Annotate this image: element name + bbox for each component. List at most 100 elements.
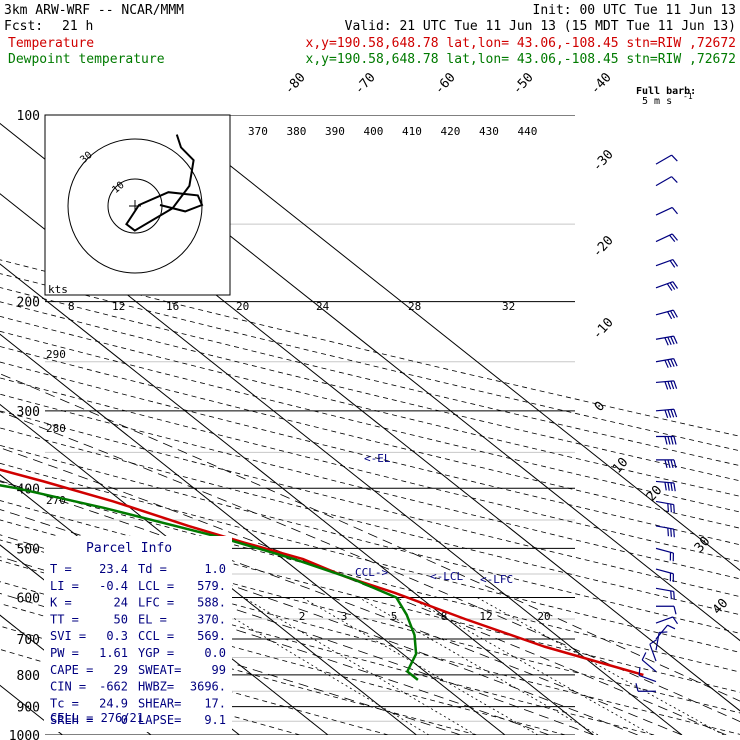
parcel-row-label-b: CCL = bbox=[138, 629, 174, 643]
wind-barb-flag bbox=[635, 683, 639, 692]
parcel-row-value-b: 569. bbox=[197, 629, 226, 643]
wind-barb bbox=[656, 435, 677, 445]
wind-barb bbox=[649, 639, 658, 662]
wind-barb-staff bbox=[655, 616, 674, 624]
parcel-row-value-a: 1.61 bbox=[99, 646, 128, 660]
speed-tick-12: 12 bbox=[112, 300, 125, 313]
parcel-row-label-a: TT = bbox=[50, 612, 79, 626]
wind-barb-staff bbox=[638, 674, 657, 683]
parcel-row-value-b: 3696. bbox=[190, 680, 226, 694]
theta-label-390: 390 bbox=[325, 125, 345, 138]
wind-barb-flag bbox=[659, 631, 668, 634]
wind-barb-flag bbox=[673, 380, 678, 389]
wind-barb-staff bbox=[649, 643, 657, 662]
wind-barb-flag bbox=[664, 459, 668, 469]
parcel-info-cell: CELL = 276/21 bbox=[50, 711, 144, 725]
barb-legend-title: Full barb: bbox=[636, 86, 696, 97]
hodograph-units: kts bbox=[48, 283, 68, 296]
isotherm-label--40: -40 bbox=[588, 70, 615, 97]
isotherm-label--70: -70 bbox=[352, 70, 379, 97]
hodograph-frame bbox=[44, 114, 231, 296]
isotherm-label-10: 10 bbox=[610, 455, 632, 477]
isotherm-50 bbox=[165, 115, 740, 571]
speed-tick-32: 32 bbox=[502, 300, 515, 313]
wind-barb-flag bbox=[673, 504, 675, 513]
wind-barb-staff bbox=[655, 176, 672, 187]
parcel-row-label-b: EL = bbox=[138, 612, 167, 626]
wind-barb bbox=[655, 176, 678, 187]
dry-adiabat-320 bbox=[0, 500, 740, 693]
theta-label-440: 440 bbox=[518, 125, 538, 138]
temperature-location: x,y=190.58,648.78 lat,lon= 43.06,-108.45… bbox=[306, 36, 736, 51]
dry-adiabat-440 bbox=[0, 301, 740, 482]
wind-barb-flag bbox=[670, 358, 675, 367]
speed-tick-8: 8 bbox=[68, 300, 75, 313]
dry-adiabat-280 bbox=[0, 581, 566, 735]
wind-barb bbox=[656, 459, 677, 469]
parcel-row-label-a: SVI = bbox=[50, 629, 86, 643]
parcel-row-label-a: LI = bbox=[50, 579, 79, 593]
parcel-row-value-b: 17. bbox=[204, 696, 226, 710]
wind-barb bbox=[655, 500, 675, 513]
dry-adiabat-340 bbox=[0, 462, 740, 653]
temperature-legend-label: Temperature bbox=[8, 36, 94, 51]
parcel-info-panel: Parcel Info CELL = 276/21 T = 23.4 Td = 1.0… bbox=[44, 536, 232, 732]
isotherm--40 bbox=[0, 614, 152, 735]
wind-barb bbox=[655, 525, 675, 538]
wind-barb bbox=[655, 616, 679, 625]
wind-barb-flag bbox=[669, 260, 676, 268]
wind-barb-flag bbox=[638, 667, 641, 676]
wind-barb bbox=[655, 587, 675, 600]
parcel-row-label-a: T = bbox=[50, 562, 72, 576]
moist-adiabat-20 bbox=[0, 480, 683, 735]
parcel-row-value-b: 588. bbox=[197, 596, 226, 610]
wind-barb-flag bbox=[673, 591, 675, 600]
wind-barb-flag bbox=[672, 573, 674, 582]
wind-barbs bbox=[635, 154, 679, 692]
wind-barb-flag bbox=[667, 527, 669, 537]
isotherm-label-0: 0 bbox=[592, 399, 608, 415]
parcel-row-value-a: 24.9 bbox=[99, 696, 128, 710]
wind-barb-flag bbox=[673, 459, 677, 469]
series-dewpoint bbox=[0, 484, 419, 681]
wind-barb-flag bbox=[669, 572, 672, 582]
theta-e-label-280: 280 bbox=[46, 422, 66, 435]
wind-barb bbox=[655, 258, 679, 268]
parcel-row-label-a: PW = bbox=[50, 646, 79, 660]
theta-label-370: 370 bbox=[248, 125, 268, 138]
wind-barb-flag bbox=[672, 616, 679, 625]
dry-adiabat-380 bbox=[0, 393, 740, 580]
pressure-label-1000: 1000 bbox=[9, 729, 40, 740]
moist-adiabat--5 bbox=[0, 592, 461, 735]
isotherm--10 bbox=[0, 403, 417, 735]
speed-tick-16: 16 bbox=[166, 300, 179, 313]
wind-barb-flag bbox=[667, 336, 672, 345]
parcel-row-value-a: 23.4 bbox=[99, 562, 128, 576]
theta-label-430: 430 bbox=[479, 125, 499, 138]
isotherm-20 bbox=[0, 193, 683, 735]
hodograph-speed-ticks: 8 12 16 20 24 28 32 bbox=[68, 300, 515, 313]
hodograph-line bbox=[125, 134, 204, 232]
wind-barb-flag bbox=[673, 409, 678, 418]
isotherm-0 bbox=[0, 333, 506, 735]
speed-tick-20: 20 bbox=[236, 300, 249, 313]
wind-barb-flag bbox=[670, 459, 674, 469]
wind-barb-flag bbox=[670, 528, 672, 537]
wind-barb-flag bbox=[664, 436, 668, 445]
wind-barb-staff bbox=[655, 309, 674, 316]
wind-barb-staff bbox=[655, 154, 672, 165]
wind-barb bbox=[638, 667, 657, 683]
isotherm-label-40: 40 bbox=[710, 596, 732, 618]
wind-barb bbox=[656, 605, 677, 615]
isotherm-10 bbox=[0, 263, 594, 735]
barb-legend-exponent: -1 bbox=[683, 92, 693, 101]
forecast-label: Fcst: bbox=[4, 19, 43, 34]
wind-barb bbox=[641, 652, 657, 672]
parcel-row-value-b: 99 bbox=[212, 663, 226, 677]
model-title: 3km ARW-WRF -- NCAR/MMM bbox=[4, 3, 184, 18]
wind-barb-staff bbox=[655, 281, 674, 289]
wind-barb-flag bbox=[666, 283, 673, 291]
parcel-row-label-b: SWEAT= bbox=[138, 663, 181, 677]
wind-barb-staff bbox=[655, 568, 674, 575]
